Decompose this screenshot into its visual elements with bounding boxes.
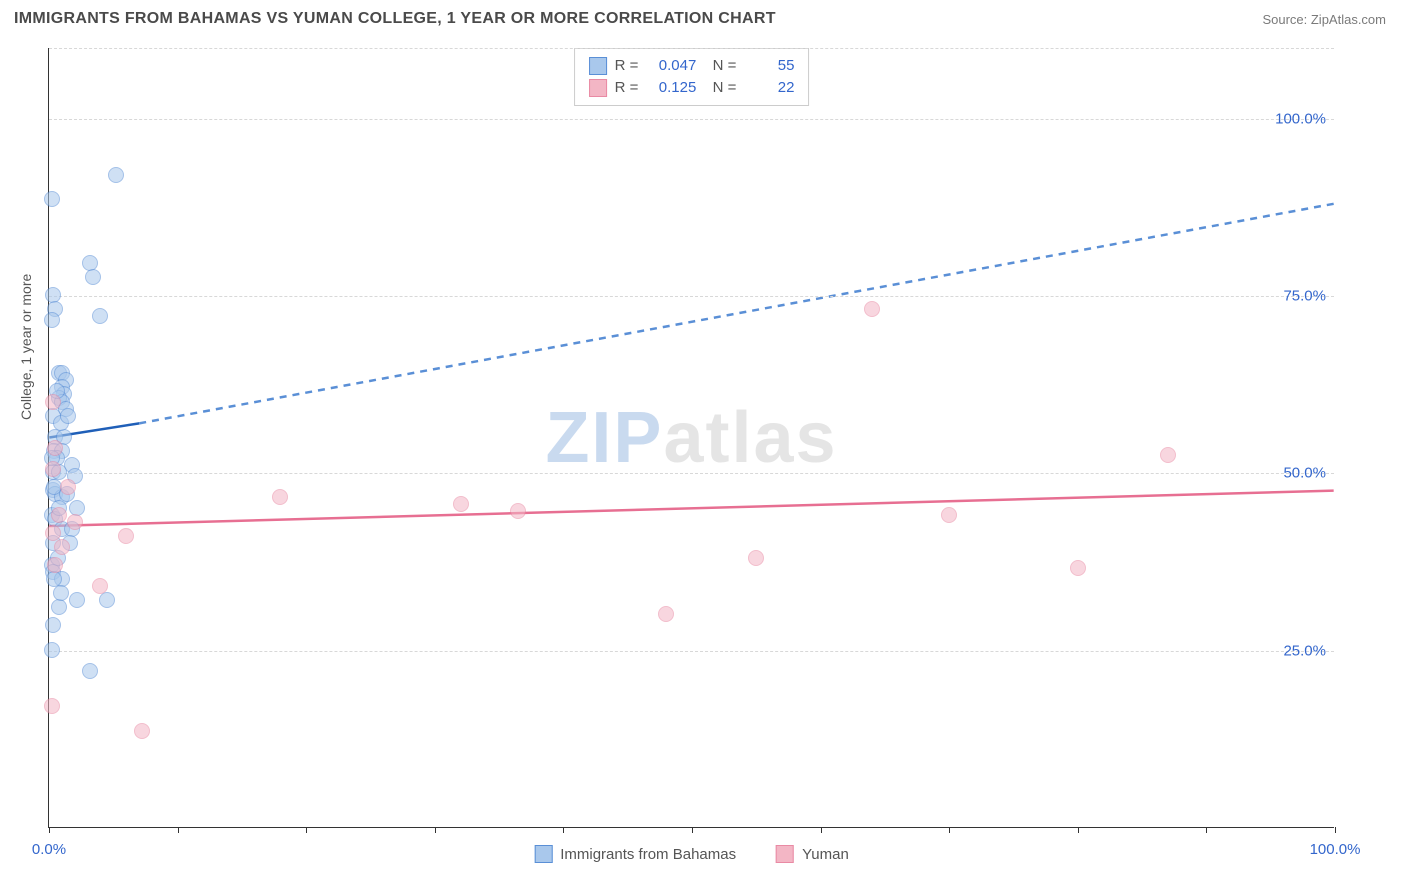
y-axis-label: College, 1 year or more [18,274,34,420]
correlation-legend: R = 0.047 N = 55 R = 0.125 N = 22 [574,48,810,106]
scatter-chart: ZIPatlas R = 0.047 N = 55 R = 0.125 N = … [48,48,1334,828]
data-point-bahamas [44,312,60,328]
data-point-bahamas [53,585,69,601]
data-point-bahamas [108,167,124,183]
gridline [49,48,1334,49]
legend-item-yuman: Yuman [776,845,849,863]
data-point-yuman [134,723,150,739]
y-tick-label: 75.0% [1283,288,1326,305]
data-point-bahamas [69,592,85,608]
x-tick-label: 100.0% [1310,841,1361,858]
data-point-bahamas [99,592,115,608]
x-tick [1206,827,1207,833]
swatch-yuman [776,845,794,863]
data-point-bahamas [92,308,108,324]
swatch-bahamas [589,57,607,75]
gridline [49,119,1334,120]
data-point-yuman [453,496,469,512]
data-point-yuman [510,503,526,519]
data-point-yuman [941,507,957,523]
legend-row-bahamas: R = 0.047 N = 55 [589,55,795,77]
legend-label-bahamas: Immigrants from Bahamas [560,846,736,863]
swatch-bahamas [534,845,552,863]
data-point-yuman [1070,560,1086,576]
n-label: N = [704,77,736,99]
n-value-bahamas: 55 [744,55,794,77]
r-label: R = [615,55,639,77]
r-label: R = [615,77,639,99]
x-tick [563,827,564,833]
data-point-bahamas [82,663,98,679]
data-point-yuman [45,394,61,410]
x-tick [306,827,307,833]
data-point-yuman [658,606,674,622]
chart-title: IMMIGRANTS FROM BAHAMAS VS YUMAN COLLEGE… [14,10,776,28]
data-point-bahamas [44,642,60,658]
legend-row-yuman: R = 0.125 N = 22 [589,77,795,99]
source-prefix: Source: [1262,12,1310,27]
data-point-yuman [45,461,61,477]
n-label: N = [704,55,736,77]
gridline [49,296,1334,297]
x-tick [1335,827,1336,833]
data-point-yuman [47,440,63,456]
y-tick-label: 100.0% [1275,110,1326,127]
source-attribution: Source: ZipAtlas.com [1262,12,1386,27]
data-point-bahamas [44,191,60,207]
data-point-yuman [272,489,288,505]
x-tick [692,827,693,833]
data-point-yuman [1160,447,1176,463]
x-tick [821,827,822,833]
y-tick-label: 50.0% [1283,465,1326,482]
data-point-bahamas [45,617,61,633]
gridline [49,473,1334,474]
r-value-bahamas: 0.047 [646,55,696,77]
trend-lines [49,48,1334,827]
data-point-yuman [118,528,134,544]
legend-label-yuman: Yuman [802,846,849,863]
data-point-yuman [54,539,70,555]
x-tick [949,827,950,833]
x-tick [1078,827,1079,833]
x-tick [435,827,436,833]
r-value-yuman: 0.125 [646,77,696,99]
data-point-yuman [44,698,60,714]
x-tick [49,827,50,833]
x-tick-label: 0.0% [32,841,66,858]
n-value-yuman: 22 [744,77,794,99]
data-point-yuman [47,557,63,573]
gridline [49,651,1334,652]
data-point-bahamas [85,269,101,285]
data-point-bahamas [51,599,67,615]
data-point-yuman [864,301,880,317]
source-name: ZipAtlas.com [1311,12,1386,27]
x-tick [178,827,179,833]
header: IMMIGRANTS FROM BAHAMAS VS YUMAN COLLEGE… [0,0,1406,33]
data-point-yuman [51,507,67,523]
data-point-yuman [92,578,108,594]
data-point-bahamas [60,408,76,424]
swatch-yuman [589,79,607,97]
data-point-yuman [67,514,83,530]
legend-item-bahamas: Immigrants from Bahamas [534,845,736,863]
data-point-yuman [60,479,76,495]
data-point-yuman [748,550,764,566]
series-legend: Immigrants from Bahamas Yuman [534,845,849,863]
y-tick-label: 25.0% [1283,642,1326,659]
